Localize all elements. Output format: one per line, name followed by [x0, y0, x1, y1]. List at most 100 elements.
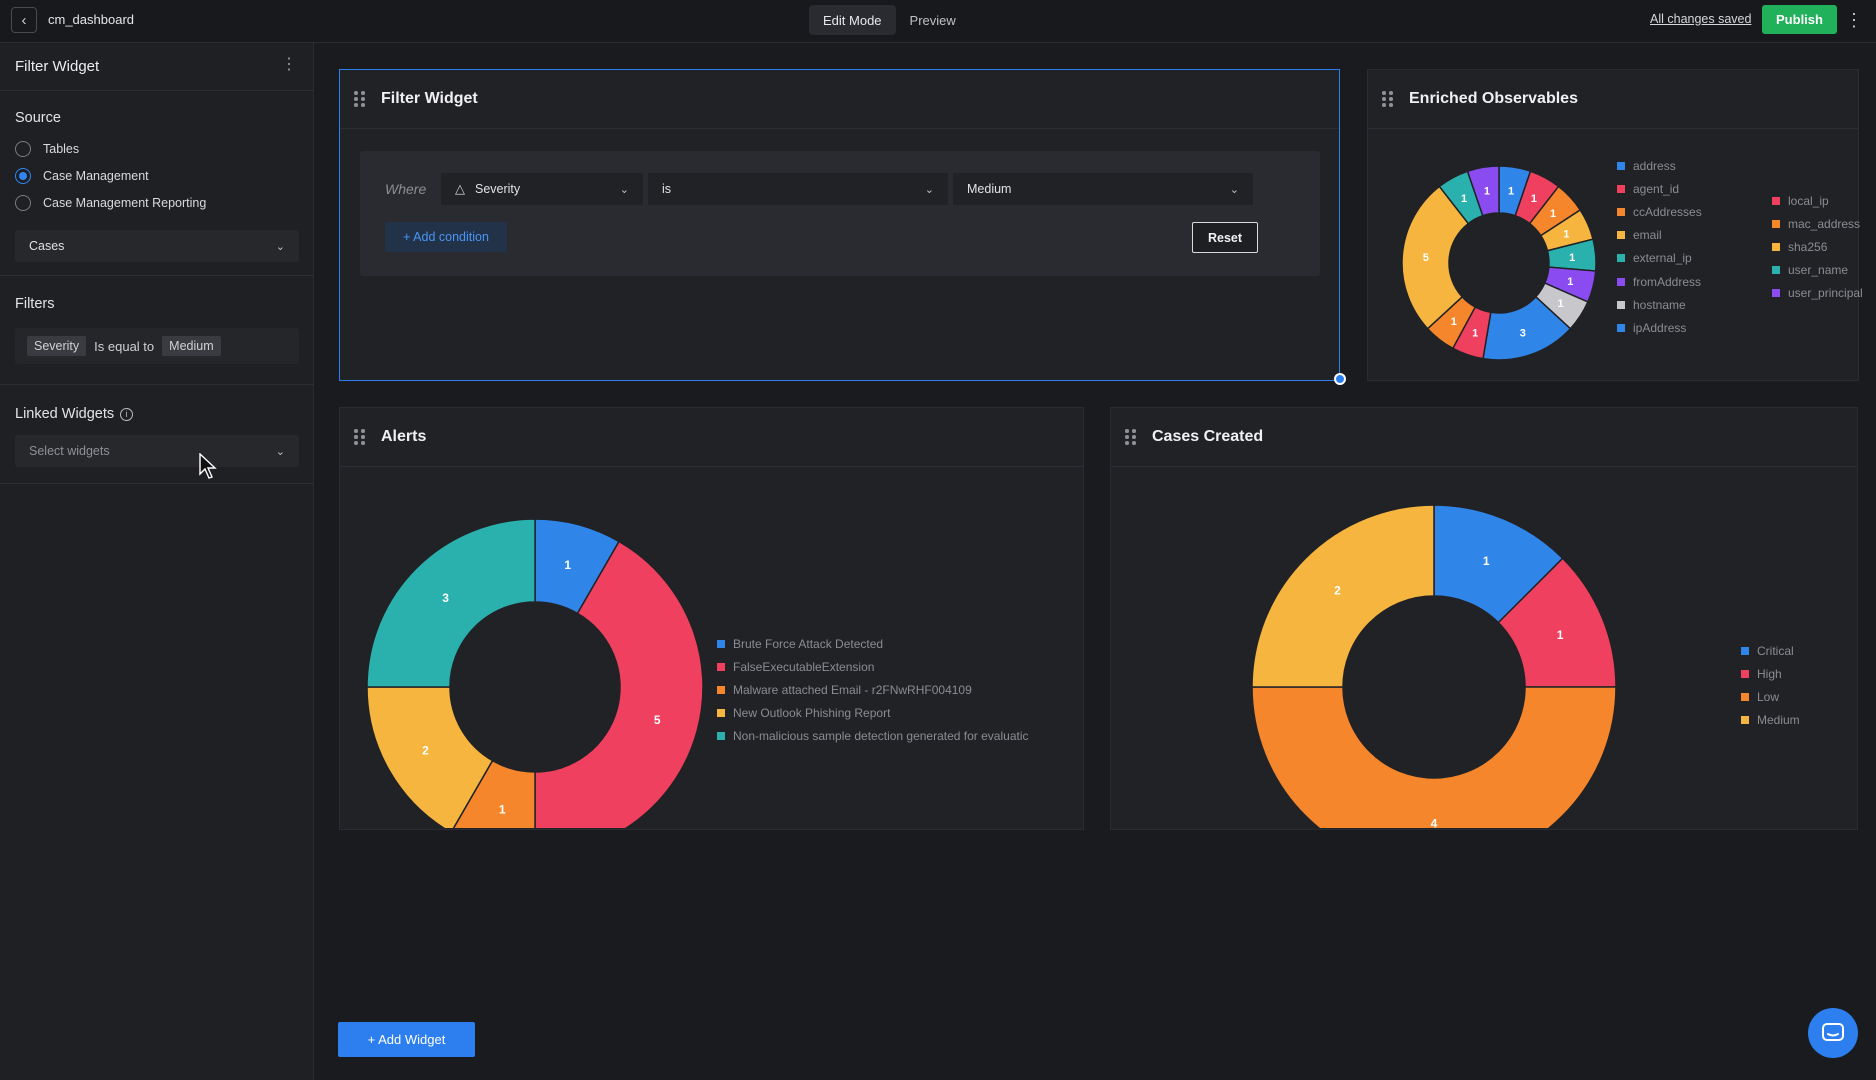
- slice-medium[interactable]: [1251, 504, 1435, 688]
- slice-non-malicious-sample-detection-generated-for-evaluatic[interactable]: [366, 518, 536, 688]
- more-options-icon[interactable]: ⋮: [1845, 10, 1863, 30]
- legend-label: Non-malicious sample detection generated…: [733, 729, 1029, 744]
- legend-item[interactable]: Medium: [1741, 709, 1800, 732]
- source-radio-case-management-reporting[interactable]: Case Management Reporting: [15, 195, 206, 211]
- widget-title: Filter Widget: [381, 90, 478, 107]
- legend-label: user_name: [1788, 263, 1849, 278]
- legend-item[interactable]: hostname: [1617, 293, 1702, 316]
- chart-legend: Brute Force Attack Detected FalseExecutab…: [717, 632, 1029, 748]
- sidebar-menu-icon[interactable]: ⋮: [281, 56, 297, 73]
- where-label: Where: [385, 181, 427, 197]
- legend-item[interactable]: sha256: [1772, 235, 1863, 258]
- legend-item[interactable]: mac_address: [1772, 212, 1863, 235]
- legend-swatch: [1772, 219, 1780, 228]
- filter-widget[interactable]: Filter Widget Where △ Severity ⌄ is ⌄ Me…: [339, 69, 1340, 381]
- legend-item[interactable]: address: [1617, 154, 1702, 177]
- legend-swatch: [717, 732, 725, 741]
- reset-button[interactable]: Reset: [1192, 222, 1258, 253]
- filter-value-chip: Medium: [162, 336, 221, 356]
- mouse-cursor-icon: [199, 453, 217, 479]
- condition-operator-select[interactable]: is ⌄: [648, 173, 948, 205]
- legend-label: mac_address: [1788, 216, 1861, 231]
- widget-header: Filter Widget: [340, 70, 1339, 129]
- slice-low[interactable]: [1251, 686, 1617, 828]
- widget-title: Cases Created: [1152, 428, 1264, 445]
- drag-handle-icon[interactable]: [354, 429, 366, 445]
- alerts-widget[interactable]: Alerts 1 5 1 2 3 Brute Force Attack Detected…: [339, 407, 1084, 830]
- publish-button[interactable]: Publish: [1762, 5, 1837, 34]
- legend-swatch: [1772, 242, 1780, 251]
- legend-label: FalseExecutableExtension: [733, 659, 875, 674]
- save-status-link[interactable]: All changes saved: [1650, 12, 1752, 26]
- legend-label: local_ip: [1788, 193, 1829, 208]
- condition-builder: Where △ Severity ⌄ is ⌄ Medium ⌄ + Add c…: [360, 151, 1320, 276]
- linked-widgets-select[interactable]: Select widgets ⌄: [15, 435, 299, 467]
- slice-falseexecutableextension[interactable]: [534, 540, 704, 828]
- legend-item[interactable]: local_ip: [1772, 189, 1863, 212]
- info-icon[interactable]: i: [120, 407, 134, 421]
- drag-handle-icon[interactable]: [1125, 429, 1137, 445]
- slice-value-label: 1: [1484, 185, 1490, 197]
- legend-item[interactable]: user_name: [1772, 259, 1863, 282]
- widget-header: Alerts: [340, 408, 1083, 467]
- slice-sha256[interactable]: [1401, 185, 1470, 330]
- legend-label: Malware attached Email - r2FNwRHF004109: [733, 682, 972, 697]
- slice-value-label: 3: [1520, 327, 1526, 339]
- slice-user-principal[interactable]: [1466, 165, 1500, 217]
- legend-item[interactable]: Malware attached Email - r2FNwRHF004109: [717, 678, 1029, 701]
- chevron-down-icon: ⌄: [619, 183, 629, 196]
- legend-item[interactable]: Critical: [1741, 639, 1800, 662]
- preview-tab[interactable]: Preview: [909, 12, 956, 28]
- dashboard-title: cm_dashboard: [48, 12, 134, 27]
- legend-swatch: [717, 709, 725, 718]
- drag-handle-icon[interactable]: [1382, 91, 1394, 107]
- chat-support-button[interactable]: [1808, 1008, 1858, 1058]
- condition-value-select[interactable]: Medium ⌄: [953, 173, 1253, 205]
- slice-value-label: 1: [1557, 298, 1563, 310]
- slice-new-outlook-phishing-report[interactable]: [366, 686, 494, 828]
- legend-item[interactable]: email: [1617, 224, 1702, 247]
- slice-value-label: 2: [1334, 584, 1341, 598]
- edit-mode-tab[interactable]: Edit Mode: [809, 5, 896, 35]
- legend-item[interactable]: Non-malicious sample detection generated…: [717, 725, 1029, 748]
- filter-summary[interactable]: Severity Is equal to Medium: [15, 328, 299, 364]
- slice-value-label: 1: [1461, 193, 1467, 205]
- legend-label: address: [1633, 158, 1676, 173]
- table-select[interactable]: Cases ⌄: [15, 230, 299, 262]
- legend-item[interactable]: external_ip: [1617, 247, 1702, 270]
- legend-item[interactable]: Brute Force Attack Detected: [717, 632, 1029, 655]
- legend-swatch: [717, 662, 725, 671]
- source-radio-tables[interactable]: Tables: [15, 141, 79, 157]
- legend-item[interactable]: Low: [1741, 685, 1800, 708]
- legend-item[interactable]: ipAddress: [1617, 316, 1702, 339]
- legend-item[interactable]: ccAddresses: [1617, 200, 1702, 223]
- condition-field-select[interactable]: △ Severity ⌄: [441, 173, 643, 205]
- legend-item[interactable]: High: [1741, 662, 1800, 685]
- legend-item[interactable]: New Outlook Phishing Report: [717, 702, 1029, 725]
- back-button[interactable]: ‹: [11, 7, 37, 33]
- legend-item[interactable]: fromAddress: [1617, 270, 1702, 293]
- slice-value-label: 1: [1567, 276, 1573, 288]
- slice-malware-attached-email-r2fnwrhf004109[interactable]: [451, 759, 536, 828]
- resize-handle[interactable]: [1334, 373, 1346, 385]
- chevron-down-icon: ⌄: [275, 240, 285, 253]
- drag-handle-icon[interactable]: [354, 91, 366, 107]
- source-radio-case-management[interactable]: Case Management: [15, 168, 149, 184]
- slice-value-label: 1: [1508, 185, 1514, 197]
- chevron-down-icon: ⌄: [924, 183, 934, 196]
- warning-icon: △: [455, 181, 465, 196]
- legend-item[interactable]: user_principal: [1772, 282, 1863, 305]
- add-condition-button[interactable]: + Add condition: [385, 222, 507, 252]
- legend-swatch: [1617, 300, 1625, 309]
- legend-item[interactable]: agent_id: [1617, 177, 1702, 200]
- legend-swatch: [1772, 266, 1780, 275]
- sidebar-title: Filter Widget: [15, 58, 100, 75]
- slice-value-label: 5: [654, 713, 661, 727]
- legend-item[interactable]: FalseExecutableExtension: [717, 655, 1029, 678]
- legend-swatch: [1617, 207, 1625, 216]
- add-widget-button[interactable]: + Add Widget: [338, 1022, 475, 1057]
- cases-created-widget[interactable]: Cases Created 1 1 4 2 Critical High Low Medium: [1110, 407, 1858, 830]
- legend-swatch: [1772, 196, 1780, 205]
